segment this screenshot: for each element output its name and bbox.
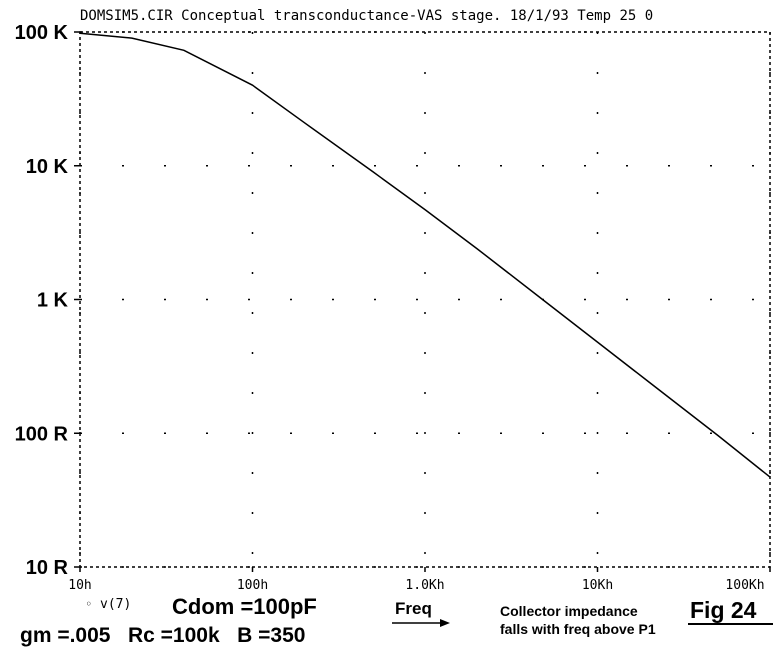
chart-title: DOMSIM5.CIR Conceptual transconductance-… xyxy=(80,8,653,24)
y-tick-label: 1 K xyxy=(37,290,69,312)
data-line xyxy=(79,32,771,478)
figure-label: Fig 24 xyxy=(690,597,757,623)
arrow-head xyxy=(440,619,450,627)
y-tick-label: 10 R xyxy=(26,557,69,579)
x-tick-label: 1.0Kh xyxy=(405,578,444,593)
y-tick-label: 10 K xyxy=(26,156,69,178)
annotation: Cdom =100pF xyxy=(172,594,317,619)
legend-label: v(7) xyxy=(100,597,131,612)
x-tick-label: 10Kh xyxy=(582,578,613,593)
x-tick-label: 10h xyxy=(68,578,91,593)
x-tick-label: 100Kh xyxy=(725,578,764,593)
y-tick-label: 100 R xyxy=(15,423,69,445)
x-tick-label: 100h xyxy=(237,578,268,593)
legend-marker: ◦ xyxy=(85,597,92,611)
annotation: gm =.005 Rc =100k B =350 xyxy=(20,624,305,647)
y-tick-label: 100 K xyxy=(15,22,69,44)
annotation: Collector impedance xyxy=(500,603,638,619)
annotation: Freq xyxy=(395,599,432,618)
annotation: falls with freq above P1 xyxy=(500,621,656,637)
